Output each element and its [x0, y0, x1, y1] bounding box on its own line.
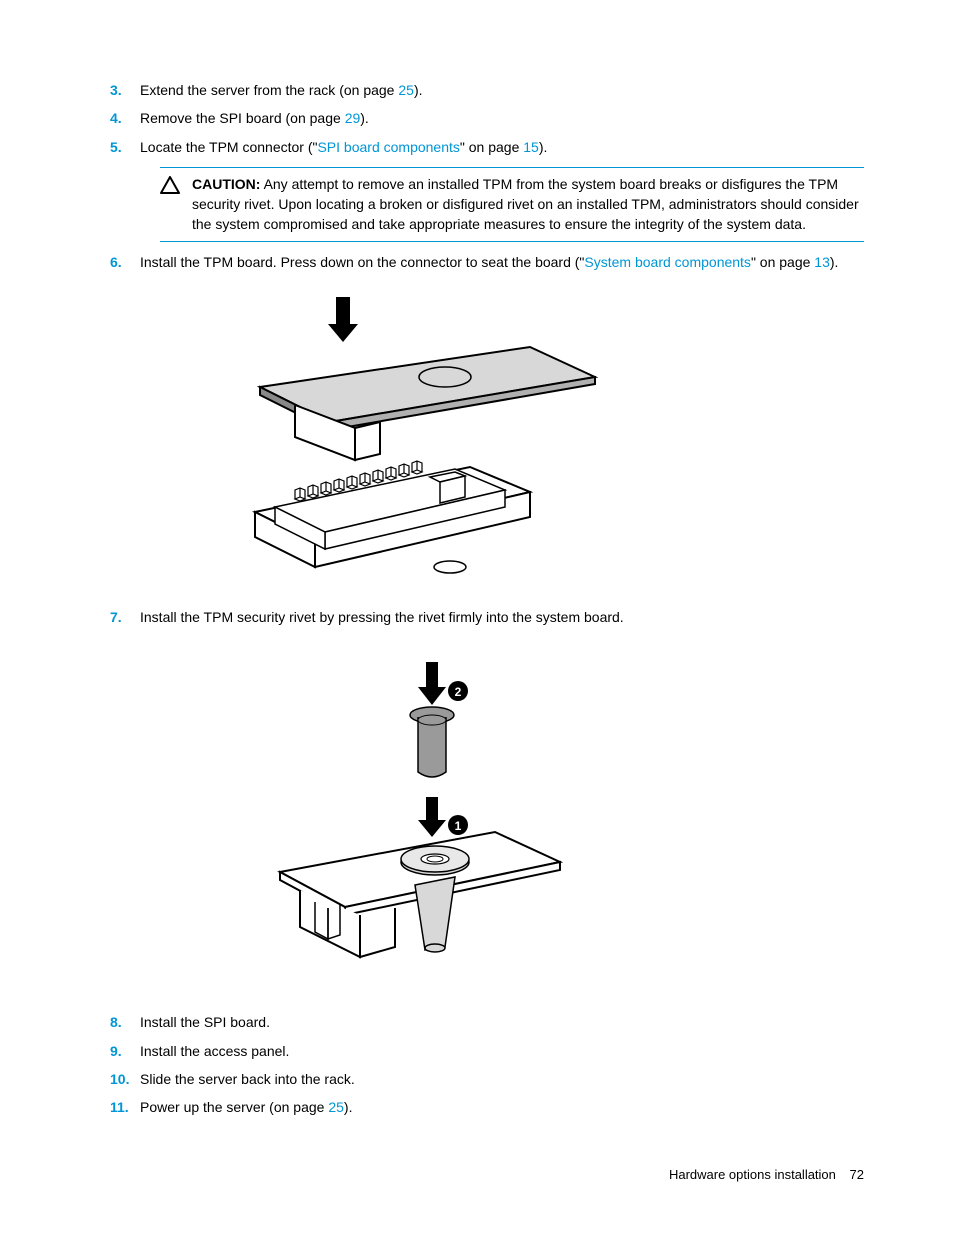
text-fragment: " on page	[751, 254, 814, 270]
text-fragment: Remove the SPI board (on page	[140, 110, 345, 126]
text-fragment: ).	[539, 139, 548, 155]
figure-tpm-board	[200, 292, 864, 582]
caution-label: CAUTION:	[192, 176, 260, 192]
svg-text:1: 1	[455, 819, 462, 833]
step-number: 11.	[90, 1097, 140, 1117]
step-3: 3. Extend the server from the rack (on p…	[90, 80, 864, 100]
page-footer: Hardware options installation 72	[669, 1166, 864, 1185]
caution-text: CAUTION: Any attempt to remove an instal…	[192, 174, 864, 235]
step-text: Install the access panel.	[140, 1041, 864, 1061]
text-fragment: " on page	[460, 139, 523, 155]
step-text: Install the TPM security rivet by pressi…	[140, 607, 864, 627]
step-text: Install the SPI board.	[140, 1012, 864, 1032]
page-link[interactable]: 29	[345, 110, 361, 126]
step-number: 10.	[90, 1069, 140, 1089]
step-number: 7.	[90, 607, 140, 627]
step-number: 6.	[90, 252, 140, 272]
step-7: 7. Install the TPM security rivet by pre…	[90, 607, 864, 627]
cross-ref-link[interactable]: SPI board components	[317, 139, 459, 155]
step-text: Install the TPM board. Press down on the…	[140, 252, 864, 272]
step-number: 5.	[90, 137, 140, 157]
footer-page-number: 72	[850, 1167, 864, 1182]
step-number: 3.	[90, 80, 140, 100]
page-content: 3. Extend the server from the rack (on p…	[90, 80, 864, 1118]
cross-ref-link[interactable]: System board components	[584, 254, 751, 270]
page-link[interactable]: 13	[814, 254, 830, 270]
text-fragment: ).	[360, 110, 369, 126]
step-text: Slide the server back into the rack.	[140, 1069, 864, 1089]
step-text: Locate the TPM connector ("SPI board com…	[140, 137, 864, 157]
caution-icon	[160, 174, 180, 235]
caution-body: Any attempt to remove an installed TPM f…	[192, 176, 859, 233]
page-link[interactable]: 25	[398, 82, 414, 98]
step-number: 4.	[90, 108, 140, 128]
text-fragment: Install the TPM board. Press down on the…	[140, 254, 584, 270]
text-fragment: Power up the server (on page	[140, 1099, 328, 1115]
step-4: 4. Remove the SPI board (on page 29).	[90, 108, 864, 128]
step-text: Power up the server (on page 25).	[140, 1097, 864, 1117]
text-fragment: Extend the server from the rack (on page	[140, 82, 398, 98]
page-link[interactable]: 25	[328, 1099, 344, 1115]
step-number: 9.	[90, 1041, 140, 1061]
text-fragment: ).	[344, 1099, 353, 1115]
footer-section: Hardware options installation	[669, 1167, 836, 1182]
step-text: Remove the SPI board (on page 29).	[140, 108, 864, 128]
step-text: Extend the server from the rack (on page…	[140, 80, 864, 100]
step-6: 6. Install the TPM board. Press down on …	[90, 252, 864, 272]
figure-tpm-rivet: 2 1	[240, 647, 864, 987]
step-11: 11. Power up the server (on page 25).	[90, 1097, 864, 1117]
step-9: 9. Install the access panel.	[90, 1041, 864, 1061]
svg-text:2: 2	[455, 685, 462, 699]
step-10: 10. Slide the server back into the rack.	[90, 1069, 864, 1089]
page-link[interactable]: 15	[523, 139, 539, 155]
text-fragment: Locate the TPM connector ("	[140, 139, 317, 155]
step-5: 5. Locate the TPM connector ("SPI board …	[90, 137, 864, 157]
text-fragment: ).	[830, 254, 839, 270]
step-number: 8.	[90, 1012, 140, 1032]
step-8: 8. Install the SPI board.	[90, 1012, 864, 1032]
caution-box: CAUTION: Any attempt to remove an instal…	[160, 167, 864, 242]
text-fragment: ).	[414, 82, 423, 98]
